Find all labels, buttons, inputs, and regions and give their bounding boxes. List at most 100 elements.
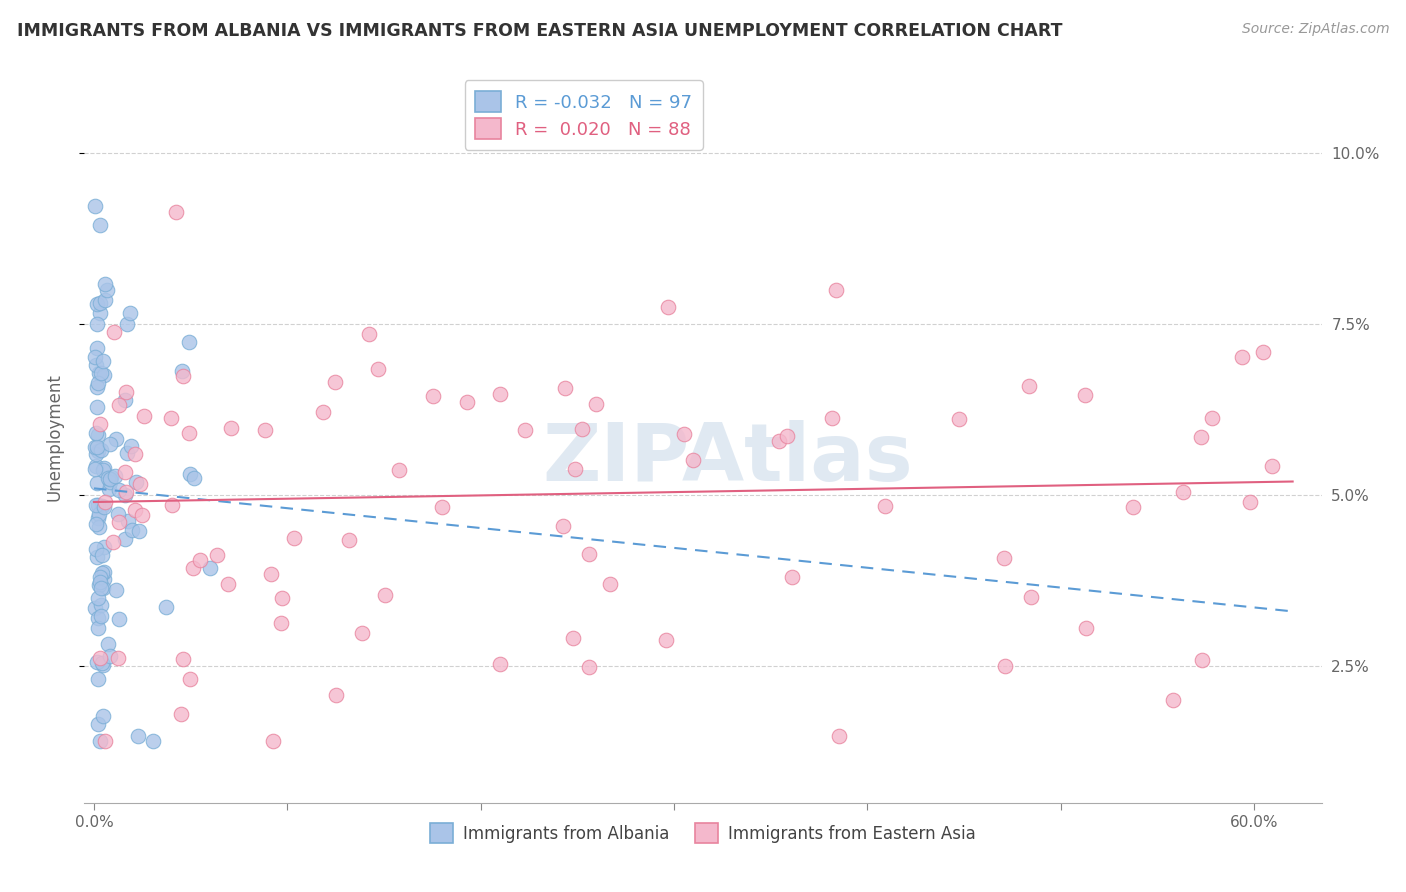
Point (190, 552, 212, 566)
Point (86, 317, 108, 331)
Point (90, 499, 112, 513)
Point (115, 446, 138, 460)
Point (108, 612, 131, 626)
Point (1251, 345, 1274, 359)
Point (432, 500, 454, 514)
Point (1191, 653, 1213, 667)
Point (91, 709, 114, 723)
Point (100, 470, 122, 484)
Point (93, 572, 115, 586)
Point (87, 428, 110, 442)
Point (682, 452, 704, 467)
Point (84, 350, 107, 364)
Point (91, 581, 114, 595)
Point (325, 688, 347, 702)
Point (115, 318, 138, 332)
Point (217, 576, 239, 591)
Point (86, 380, 108, 394)
Point (132, 409, 155, 423)
Point (87, 673, 110, 687)
Point (551, 519, 574, 533)
Point (90, 367, 112, 381)
Point (115, 384, 138, 399)
Point (127, 729, 149, 743)
Point (1122, 500, 1144, 515)
Point (253, 423, 276, 437)
Point (87, 511, 110, 525)
Point (103, 326, 125, 340)
Point (83, 601, 105, 615)
Point (83, 461, 105, 475)
Point (93, 540, 115, 554)
Point (86, 400, 108, 414)
Point (93, 368, 115, 382)
Point (124, 447, 146, 461)
Point (994, 659, 1017, 673)
Point (86, 440, 108, 454)
Text: ZIPAtlas: ZIPAtlas (543, 420, 912, 498)
Point (86, 550, 108, 565)
Point (181, 561, 204, 575)
Point (114, 488, 136, 502)
Point (90, 609, 112, 624)
Point (585, 397, 607, 411)
Point (262, 734, 284, 748)
Point (104, 469, 127, 483)
Point (86, 475, 108, 490)
Point (993, 550, 1015, 565)
Point (1018, 378, 1040, 392)
Point (87, 367, 110, 381)
Point (312, 405, 335, 419)
Point (87, 376, 110, 390)
Point (515, 423, 537, 437)
Point (84, 541, 107, 556)
Point (488, 387, 510, 401)
Point (86, 341, 108, 355)
Point (172, 368, 194, 383)
Point (124, 503, 146, 517)
Point (90, 442, 112, 457)
Point (93, 734, 115, 748)
Point (94, 277, 117, 291)
Point (198, 560, 221, 574)
Point (578, 660, 600, 674)
Point (1019, 590, 1042, 604)
Point (388, 463, 411, 477)
Point (89, 306, 111, 320)
Point (554, 381, 576, 395)
Point (179, 673, 201, 687)
Point (96, 283, 118, 297)
Point (84, 447, 107, 461)
Point (90, 581, 112, 595)
Point (260, 567, 283, 582)
Point (101, 534, 124, 549)
Point (776, 429, 799, 443)
Point (1074, 388, 1097, 402)
Point (89, 520, 111, 534)
Point (120, 305, 142, 319)
Point (657, 301, 679, 315)
Point (91, 354, 114, 368)
Point (170, 706, 193, 721)
Point (84, 498, 107, 512)
Point (768, 434, 790, 448)
Point (183, 471, 205, 485)
Point (114, 484, 136, 499)
Point (672, 427, 695, 442)
Point (84, 459, 107, 474)
Point (89, 417, 111, 431)
Point (165, 205, 187, 219)
Point (84, 516, 107, 531)
Point (84, 199, 107, 213)
Point (98, 472, 121, 486)
Point (90, 549, 112, 563)
Point (125, 475, 148, 489)
Point (359, 326, 381, 341)
Point (948, 412, 970, 426)
Point (821, 411, 844, 425)
Point (1239, 495, 1261, 509)
Point (117, 515, 139, 529)
Point (1161, 693, 1184, 707)
Legend: Immigrants from Albania, Immigrants from Eastern Asia: Immigrants from Albania, Immigrants from… (423, 817, 983, 849)
Point (89, 734, 111, 748)
